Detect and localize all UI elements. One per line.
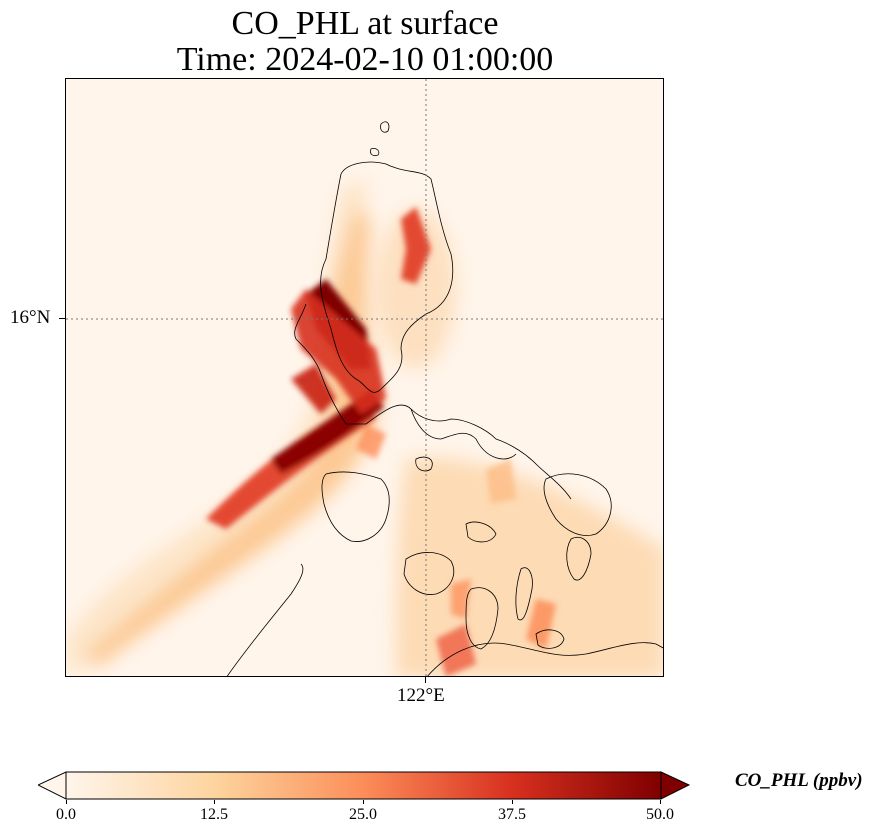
plume-core-mid [291, 364, 336, 414]
coastline-cebu [515, 567, 533, 621]
south-hotspot-a [436, 624, 476, 676]
colorbar-tick-mark [660, 800, 661, 804]
northeast-haze [376, 209, 456, 369]
colorbar-tick-label: 37.5 [498, 806, 526, 823]
colorbar-tick-mark [214, 800, 215, 804]
northeast-hotspot [401, 207, 431, 284]
coastline-mindanao-north [427, 642, 663, 676]
x-tick-mark [425, 677, 426, 683]
colorbar-extend-high [660, 771, 690, 800]
coastline-mindoro [321, 471, 390, 542]
colorbar-tick-mark [512, 800, 513, 804]
coastline-samar [543, 473, 612, 536]
y-tick-mark [59, 318, 65, 319]
south-east-haze [396, 457, 663, 676]
colorbar-gradient [65, 771, 662, 800]
colorbar-tick-mark [66, 800, 67, 804]
plot-subtitle-time: Time: 2024-02-10 01:00:00 [176, 41, 554, 78]
south-hotspot-b [526, 599, 556, 649]
x-tick-label: 122°E [397, 685, 445, 706]
colorbar-label: CO_PHL (ppbv) [735, 770, 863, 791]
colorbar [38, 771, 690, 800]
coastline-batanes [380, 121, 390, 133]
co-concentration-field [66, 179, 663, 676]
plume-peak-lower [271, 389, 384, 474]
coastline-panay [403, 552, 455, 595]
colorbar-extend-low [38, 771, 67, 800]
coastline-luzon-north [320, 161, 454, 393]
coastline-masbate [465, 521, 497, 543]
plume-mid-band [86, 209, 379, 669]
map-canvas [66, 79, 663, 676]
y-tick-label: 16°N [10, 307, 51, 328]
coastline-leyte [566, 537, 592, 581]
coastline-luzon-central [294, 303, 517, 460]
coastline-babuyan [370, 148, 380, 157]
coastline-luzon-bicol [410, 408, 572, 500]
coastline-bohol [535, 629, 565, 649]
south-hotspot-d [486, 459, 516, 504]
map-panel [65, 78, 664, 677]
coastline-marinduque [415, 456, 433, 472]
coastline-negros [465, 587, 499, 650]
colorbar-tick-label: 12.5 [200, 806, 228, 823]
colorbar-tick-label: 0.0 [56, 806, 76, 823]
coastlines [226, 121, 663, 676]
coastline-palawan [226, 563, 304, 676]
colorbar-tick-label: 50.0 [646, 806, 674, 823]
plot-title: CO_PHL at surface [231, 5, 499, 42]
colorbar-tick-label: 25.0 [349, 806, 377, 823]
east-hotspot [356, 424, 386, 459]
colorbar-tick-mark [363, 800, 364, 804]
plume-core-upper [291, 289, 386, 414]
